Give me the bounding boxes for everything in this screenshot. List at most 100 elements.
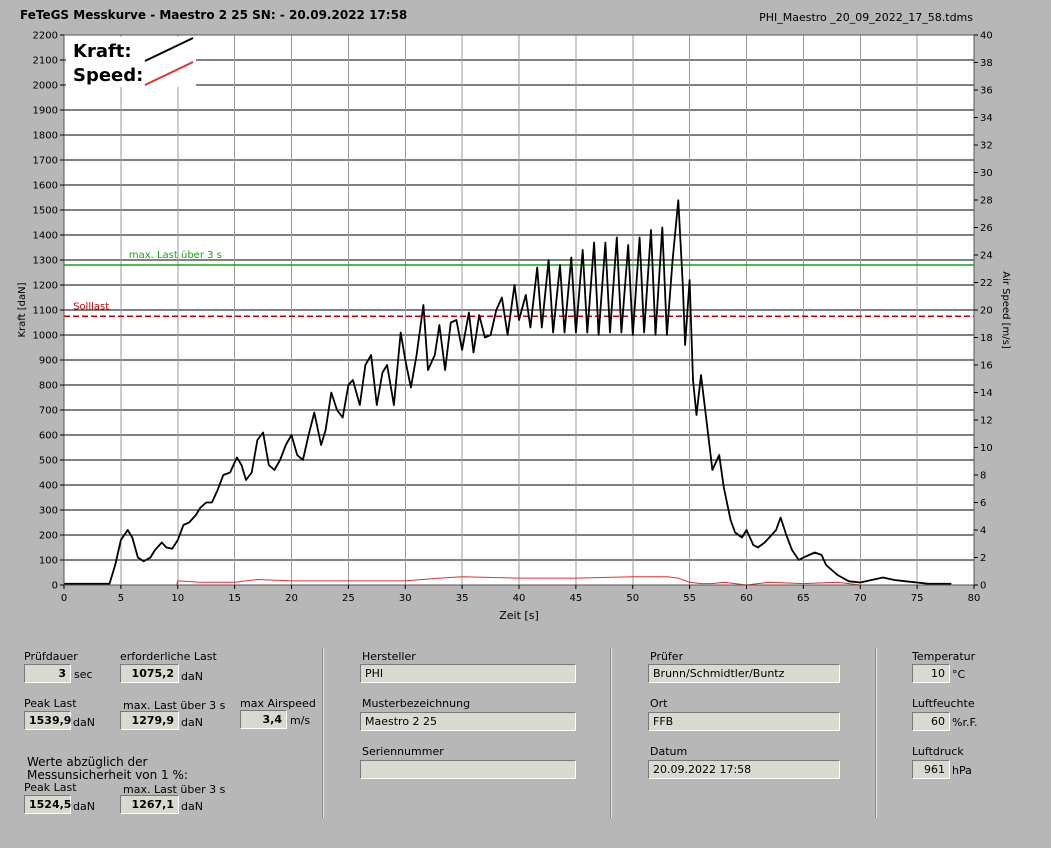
temperatur-label: Temperatur — [912, 650, 976, 663]
y2-tick-label: 6 — [980, 498, 986, 509]
y2-tick-label: 38 — [980, 58, 993, 69]
legend-kraft-label: Kraft: — [73, 41, 132, 62]
x-tick-label: 65 — [797, 593, 810, 604]
x-tick-label: 5 — [118, 593, 124, 604]
max-airspeed-unit: m/s — [290, 714, 311, 727]
y-axis-label: Kraft [daN] — [17, 282, 28, 337]
x-tick-label: 45 — [570, 593, 583, 604]
pruefdauer-field: 3 — [24, 664, 71, 683]
x-tick-label: 80 — [968, 593, 981, 604]
y2-tick-label: 10 — [980, 443, 993, 454]
x-tick-label: 70 — [854, 593, 867, 604]
erf-last-label: erforderliche Last — [120, 650, 217, 663]
reference-label-solllast: Solllast — [73, 301, 109, 312]
y2-tick-label: 8 — [980, 471, 986, 482]
y2-tick-label: 40 — [980, 31, 993, 42]
y-tick-label: 500 — [39, 456, 58, 467]
max-airspeed-label: max Airspeed — [240, 697, 316, 710]
separator-3 — [875, 648, 877, 818]
y2-tick-label: 12 — [980, 416, 993, 427]
y-tick-label: 1800 — [33, 131, 58, 142]
hersteller-field[interactable]: PHI — [360, 664, 576, 683]
y-tick-label: 300 — [39, 506, 58, 517]
luftfeuchte-label: Luftfeuchte — [912, 697, 975, 710]
y-tick-label: 1100 — [33, 306, 58, 317]
werte-note-line2: Messunsicherheit von 1 %: — [27, 768, 188, 782]
y2-tick-label: 28 — [980, 196, 993, 207]
pruefer-field[interactable]: Brunn/Schmidtler/Buntz — [648, 664, 840, 683]
x-tick-label: 10 — [171, 593, 184, 604]
erf-last-field: 1075,2 — [120, 664, 179, 683]
peak-last2-unit: daN — [73, 800, 95, 813]
y2-tick-label: 34 — [980, 113, 993, 124]
peak-last-unit: daN — [73, 716, 95, 729]
legend-speed-line — [144, 61, 194, 86]
luftfeuchte-unit: %r.F. — [952, 716, 978, 729]
x-tick-label: 0 — [61, 593, 67, 604]
datum-field[interactable]: 20.09.2022 17:58 — [648, 760, 840, 779]
legend: Kraft: Speed: — [66, 37, 196, 87]
y-tick-label: 700 — [39, 406, 58, 417]
ort-field[interactable]: FFB — [648, 712, 840, 731]
y-tick-label: 2000 — [33, 81, 58, 92]
peak-last-field: 1539,9 — [24, 711, 71, 730]
legend-kraft-line — [144, 37, 194, 62]
y2-tick-label: 18 — [980, 333, 993, 344]
series-line-speed — [64, 576, 952, 586]
x-tick-label: 75 — [911, 593, 924, 604]
y-tick-label: 100 — [39, 556, 58, 567]
y2-tick-label: 30 — [980, 168, 993, 179]
muster-label: Musterbezeichnung — [362, 697, 471, 710]
y2-axis-label: Air Speed [m/s] — [1000, 271, 1011, 349]
pruefdauer-unit: sec — [74, 668, 93, 681]
y-tick-label: 1400 — [33, 231, 58, 242]
max-last-label: max. Last über 3 s — [123, 699, 226, 712]
max-last2-field: 1267,1 — [120, 795, 179, 814]
x-tick-label: 30 — [399, 593, 412, 604]
x-axis-label: Zeit [s] — [499, 609, 538, 622]
werte-note-line1: Werte abzüglich der — [27, 755, 148, 769]
legend-speed-label: Speed: — [73, 65, 143, 86]
y-tick-label: 1900 — [33, 106, 58, 117]
serien-label: Seriennummer — [362, 745, 444, 758]
y2-tick-label: 24 — [980, 251, 993, 262]
grid — [63, 34, 975, 586]
peak-last-label: Peak Last — [24, 697, 77, 710]
y2-tick-label: 2 — [980, 553, 986, 564]
peak-last2-field: 1524,5 — [24, 795, 71, 814]
temperatur-unit: °C — [952, 668, 966, 681]
y2-tick-label: 20 — [980, 306, 993, 317]
temperatur-field[interactable]: 10 — [912, 664, 950, 683]
pruefdauer-label: Prüfdauer — [24, 650, 78, 663]
peak-last2-label: Peak Last — [24, 781, 77, 794]
datum-label: Datum — [650, 745, 688, 758]
y2-tick-label: 22 — [980, 278, 993, 289]
luftfeuchte-field[interactable]: 60 — [912, 712, 950, 731]
max-last-field: 1279,9 — [120, 711, 179, 730]
separator-1 — [322, 648, 324, 818]
y-tick-label: 1200 — [33, 281, 58, 292]
x-tick-label: 35 — [456, 593, 469, 604]
y2-tick-label: 32 — [980, 141, 993, 152]
y-tick-label: 400 — [39, 481, 58, 492]
y-tick-label: 0 — [52, 581, 58, 592]
max-last2-unit: daN — [181, 800, 203, 813]
x-tick-label: 50 — [626, 593, 639, 604]
serien-field[interactable] — [360, 760, 576, 779]
x-tick-label: 40 — [513, 593, 526, 604]
y-tick-label: 2100 — [33, 56, 58, 67]
y2-tick-label: 26 — [980, 223, 993, 234]
hersteller-label: Hersteller — [362, 650, 416, 663]
separator-2 — [610, 648, 612, 818]
window-title: FeTeGS Messkurve - Maestro 2 25 SN: - 20… — [20, 8, 408, 22]
y-tick-label: 1600 — [33, 181, 58, 192]
reference-label-max-last: max. Last über 3 s — [129, 250, 222, 261]
y2-tick-label: 0 — [980, 581, 986, 592]
muster-field[interactable]: Maestro 2 25 — [360, 712, 576, 731]
x-tick-label: 55 — [683, 593, 696, 604]
luftdruck-field[interactable]: 961 — [912, 760, 950, 779]
y-tick-label: 1000 — [33, 331, 58, 342]
erf-last-unit: daN — [181, 670, 203, 683]
y-tick-label: 1700 — [33, 156, 58, 167]
